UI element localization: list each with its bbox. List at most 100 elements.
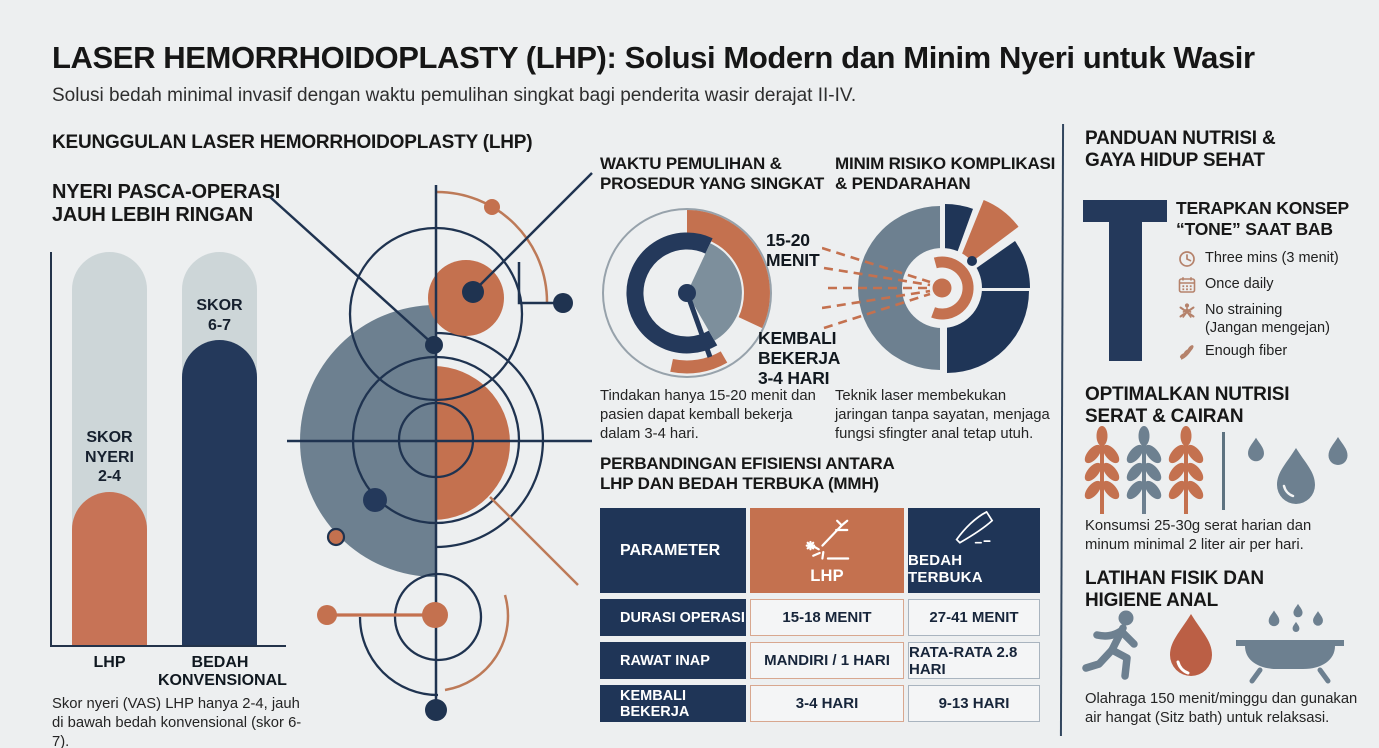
table-heading-line1: PERBANDINGAN EFISIENSI ANTARA bbox=[600, 454, 895, 473]
x-label-conventional: BEDAH KONVENSIONAL bbox=[158, 654, 287, 691]
right-panel-heading: PANDUAN NUTRISI & GAYA HIDUP SEHAT bbox=[1085, 128, 1276, 172]
table-cell: RATA-RATA 2.8 HARI bbox=[908, 642, 1040, 679]
clock-outline-circle bbox=[602, 208, 772, 378]
pie-center-dot bbox=[932, 278, 952, 298]
wheat-stalk bbox=[1168, 426, 1204, 514]
tone-item-text: Once daily bbox=[1205, 276, 1274, 292]
recovery-heading: WAKTU PEMULIHAN & PROSEDUR YANG SINGKAT bbox=[600, 154, 824, 194]
pain-chart-caption: Skor nyeri (VAS) LHP hanya 2-4, jauh di … bbox=[52, 696, 302, 748]
tone-item: Enough fiber bbox=[1178, 343, 1287, 361]
bar-fill-lhp bbox=[72, 492, 147, 645]
tone-heading: TERAPKAN KONSEP “TONE” SAAT BAB bbox=[1176, 198, 1349, 239]
y-axis bbox=[50, 252, 52, 646]
clock-orange-arc-bottom bbox=[670, 351, 728, 374]
nutrition-heading: OPTIMALKAN NUTRISI SERAT & CAIRAN bbox=[1085, 384, 1290, 428]
table-cell: 27-41 MENIT bbox=[908, 599, 1040, 636]
laser-wand-icon bbox=[805, 519, 850, 560]
recovery-heading-line2: PROSEDUR YANG SINGKAT bbox=[600, 174, 825, 194]
risk-heading: MINIM RISIKO KOMPLIKASI & PENDARAHAN bbox=[835, 154, 1055, 194]
x-axis bbox=[50, 645, 286, 647]
return-to-work-label: KEMBALI BEKERJA 3-4 HARI bbox=[758, 328, 840, 388]
icon-divider bbox=[1222, 432, 1225, 510]
clock-dial-graphic bbox=[602, 208, 772, 378]
bar-value-label-conventional: SKOR 6-7 bbox=[182, 296, 257, 335]
pie-slate-half bbox=[858, 206, 940, 370]
recovery-heading-line1: WAKTU PEMULIHAN & bbox=[600, 154, 782, 173]
risk-caption: Teknik laser membekukan jaringan tanpa s… bbox=[835, 388, 1050, 442]
no-straining-icon bbox=[1179, 303, 1195, 318]
return-label-2: BEKERJA bbox=[758, 348, 841, 369]
table-col-lhp: LHP bbox=[750, 508, 904, 593]
table-col-open: BEDAH TERBUKA bbox=[908, 508, 1040, 593]
table-row-label: RAWAT INAP bbox=[600, 642, 746, 679]
clock-hand bbox=[684, 292, 713, 358]
table-row-label: KEMBALI BEKERJA bbox=[600, 685, 746, 722]
letter-t-icon bbox=[1083, 200, 1167, 222]
letter-t-stem bbox=[1109, 221, 1142, 361]
nutrition-heading-line1: OPTIMALKAN NUTRISI bbox=[1085, 384, 1290, 405]
wheat-stalks-icon bbox=[1084, 426, 1204, 514]
wheat-icon bbox=[1179, 345, 1194, 360]
risk-heading-line2: & PENDARAHAN bbox=[835, 174, 971, 194]
tone-item-text-line2: (Jangan mengejan) bbox=[1205, 319, 1330, 336]
clock-icon bbox=[1179, 251, 1195, 267]
abstract-geometric-decoration bbox=[269, 172, 593, 721]
comparison-table: PARAMETER LHP BEDAH T bbox=[600, 508, 1040, 722]
duration-label-2: MENIT bbox=[766, 250, 820, 271]
tone-item-text: Enough fiber bbox=[1205, 343, 1288, 359]
table-cell: 9-13 HARI bbox=[908, 685, 1040, 722]
bar-lhp-label-2: NYERI bbox=[85, 448, 134, 466]
table-heading-line2: LHP DAN BEDAH TERBUKA (MMH) bbox=[600, 474, 879, 494]
pain-chart-title: NYERI PASCA-OPERASI JAUH LEBIH RINGAN bbox=[52, 181, 292, 227]
wheat-stalk bbox=[1126, 426, 1162, 514]
bar-lhp-label-3: 2-4 bbox=[97, 468, 122, 486]
tone-item: Once daily bbox=[1178, 276, 1274, 294]
bar-fill-conventional bbox=[182, 340, 257, 645]
bar-lhp-label-1: SKOR bbox=[86, 429, 133, 446]
runner-icon bbox=[1082, 610, 1138, 680]
duration-label-1: 15-20 bbox=[766, 230, 810, 250]
x-label-conv-2: KONVENSIONAL bbox=[158, 672, 287, 690]
tone-item-text: No straining (Jangan mengejan) bbox=[1205, 302, 1330, 338]
tone-item-text-line1: No straining bbox=[1205, 302, 1283, 318]
table-col-parameter: PARAMETER bbox=[600, 508, 746, 593]
nutrition-heading-line2: SERAT & CAIRAN bbox=[1085, 406, 1244, 428]
exercise-heading-line1: LATIHAN FISIK DAN bbox=[1085, 568, 1264, 589]
pie-small-dot bbox=[967, 256, 977, 266]
recovery-caption: Tindakan hanya 15-20 menit dan pasien da… bbox=[600, 388, 816, 442]
page-subtitle: Solusi bedah minimal invasif dengan wakt… bbox=[52, 85, 857, 106]
x-label-conv-1: BEDAH bbox=[191, 654, 249, 671]
bathtub-icon bbox=[1236, 603, 1344, 684]
pain-chart-title-line1: NYERI PASCA-OPERASI bbox=[52, 181, 281, 203]
calendar-icon bbox=[1178, 277, 1196, 293]
drop-highlight bbox=[1282, 484, 1295, 498]
exercise-heading: LATIHAN FISIK DAN HIGIENE ANAL bbox=[1085, 568, 1264, 612]
table-cell: 3-4 HARI bbox=[750, 685, 904, 722]
pain-chart-title-line2: JAUH LEBIH RINGAN bbox=[52, 204, 254, 227]
wheat-stalk bbox=[1084, 426, 1120, 514]
return-label-1: KEMBALI bbox=[758, 328, 837, 348]
laser-beams-icon bbox=[822, 246, 932, 330]
decor-dots bbox=[317, 199, 573, 721]
table-heading: PERBANDINGAN EFISIENSI ANTARA LHP DAN BE… bbox=[600, 454, 895, 494]
table-col-open-label: BEDAH TERBUKA bbox=[908, 552, 983, 586]
right-panel-heading-line1: PANDUAN NUTRISI & bbox=[1085, 128, 1276, 149]
advantages-heading: KEUNGGULAN LASER HEMORRHOIDOPLASTY (LHP) bbox=[52, 132, 533, 153]
decor-orange-arcs bbox=[436, 190, 579, 692]
tone-heading-line2: “TONE” SAAT BAB bbox=[1176, 218, 1333, 239]
water-drops-icon bbox=[1248, 437, 1348, 504]
clock-navy-ring bbox=[626, 232, 718, 354]
tone-item-text: Three mins (3 menit) bbox=[1205, 250, 1339, 266]
table-row-label: DURASI OPERASI bbox=[600, 599, 746, 636]
table-cell: 15-18 MENIT bbox=[750, 599, 904, 636]
nutrition-caption: Konsumsi 25-30g serat harian dan minum m… bbox=[1085, 518, 1312, 553]
exercise-heading-line2: HIGIENE ANAL bbox=[1085, 590, 1219, 612]
bar-conv-label-1: SKOR bbox=[196, 297, 243, 314]
bar-conv-label-2: 6-7 bbox=[207, 316, 232, 334]
exercise-caption: Olahraga 150 menit/minggu dan gunakan ai… bbox=[1085, 691, 1358, 726]
risk-heading-line1: MINIM RISIKO KOMPLIKASI bbox=[835, 154, 1056, 173]
laser-pie-graphic bbox=[822, 200, 1030, 373]
bar-value-label-lhp: SKOR NYERI 2-4 bbox=[72, 428, 147, 487]
table-col-lhp-label: LHP bbox=[810, 567, 844, 585]
